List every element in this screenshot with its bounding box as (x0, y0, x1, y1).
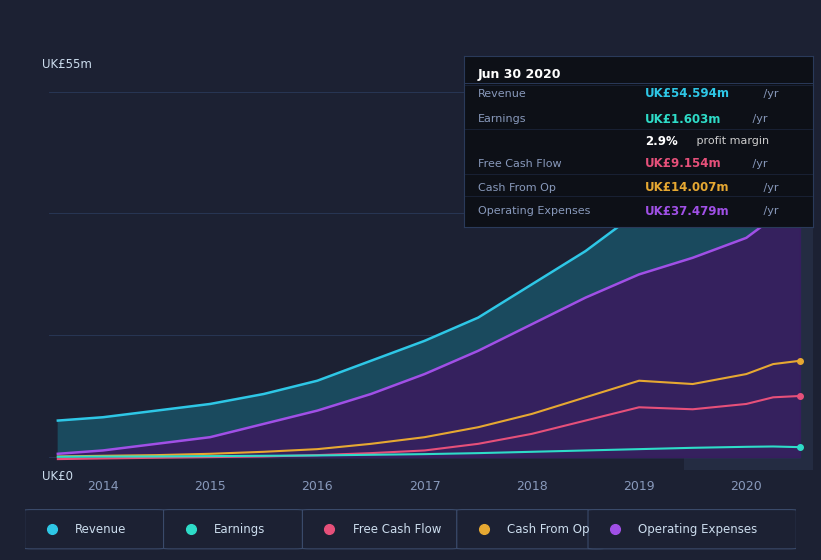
Text: UK£9.154m: UK£9.154m (645, 157, 722, 170)
Text: UK£55m: UK£55m (42, 58, 91, 71)
Bar (684, 78, 813, 470)
Text: 2.9%: 2.9% (645, 135, 678, 148)
Text: /yr: /yr (760, 183, 779, 193)
FancyBboxPatch shape (588, 510, 796, 549)
Text: Earnings: Earnings (478, 114, 526, 124)
Text: Cash From Op: Cash From Op (507, 522, 589, 536)
FancyBboxPatch shape (456, 510, 603, 549)
Text: Jun 30 2020: Jun 30 2020 (478, 68, 562, 81)
FancyBboxPatch shape (163, 510, 302, 549)
Text: Free Cash Flow: Free Cash Flow (353, 522, 441, 536)
Text: Earnings: Earnings (213, 522, 265, 536)
Text: UK£54.594m: UK£54.594m (645, 87, 731, 100)
FancyBboxPatch shape (25, 510, 163, 549)
Text: UK£37.479m: UK£37.479m (645, 205, 730, 218)
Text: Operating Expenses: Operating Expenses (638, 522, 758, 536)
Text: /yr: /yr (760, 207, 779, 216)
Text: /yr: /yr (750, 114, 768, 124)
Text: Free Cash Flow: Free Cash Flow (478, 158, 562, 169)
Text: /yr: /yr (750, 158, 768, 169)
Text: profit margin: profit margin (694, 137, 769, 146)
Text: Revenue: Revenue (478, 88, 526, 99)
Text: UK£14.007m: UK£14.007m (645, 181, 730, 194)
Text: /yr: /yr (760, 88, 779, 99)
Text: Cash From Op: Cash From Op (478, 183, 556, 193)
Text: UK£0: UK£0 (42, 470, 72, 483)
Text: UK£1.603m: UK£1.603m (645, 113, 722, 125)
Text: Revenue: Revenue (75, 522, 126, 536)
FancyBboxPatch shape (302, 510, 456, 549)
Text: Operating Expenses: Operating Expenses (478, 207, 590, 216)
